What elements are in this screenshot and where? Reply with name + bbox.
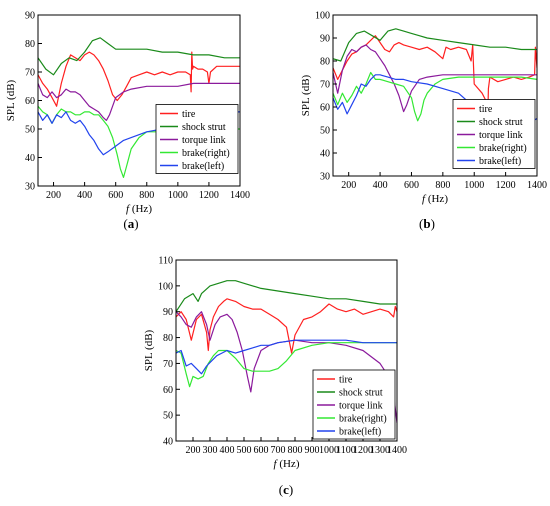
x-tick-label: 1300 [370, 445, 390, 456]
x-tick-label: 900 [305, 445, 320, 456]
legend-entry: brake(left) [182, 161, 224, 172]
legend-entry: brake(left) [479, 156, 521, 167]
legend-entry: brake(right) [479, 143, 527, 154]
legend-entry: brake(right) [339, 414, 387, 425]
y-tick-label: 110 [158, 256, 173, 267]
y-tick-label: 80 [163, 333, 173, 344]
chart-panel-b: 200 400 600 800 1000 1200 1400 30 40 50 60 70 80 90 10… [300, 11, 547, 232]
x-tick-label: 1000 [319, 445, 339, 456]
x-tick-label: 600 [404, 180, 419, 191]
x-tick-label: 400 [77, 190, 92, 201]
x-tick-label: 1200 [353, 445, 373, 456]
series-line-brake-right- [176, 342, 397, 388]
x-tick-label: 200 [46, 190, 61, 201]
legend-entry: brake(left) [339, 427, 381, 438]
x-tick-label: 1400 [527, 180, 547, 191]
y-tick-label: 60 [163, 385, 173, 396]
x-tick-label: 200 [341, 180, 356, 191]
x-tick-label: 300 [203, 445, 218, 456]
y-tick-label: 30 [320, 172, 330, 183]
x-tick-label: 1000 [168, 190, 188, 201]
x-tick-label: 1200 [199, 190, 219, 201]
y-tick-label: 90 [25, 11, 35, 22]
y-tick-label: 40 [25, 153, 35, 164]
x-tick-label: 1400 [230, 190, 250, 201]
legend: tire shock strut torque link brake(right) br… [452, 99, 536, 169]
series-line-brake-left- [176, 339, 397, 375]
legend-entry: tire [339, 375, 353, 386]
y-tick-label: 100 [315, 11, 330, 22]
y-tick-label: 70 [163, 359, 173, 370]
y-tick-label: 50 [320, 126, 330, 137]
y-tick-label: 90 [320, 34, 330, 45]
x-tick-label: 500 [237, 445, 252, 456]
legend-entry: brake(right) [182, 148, 230, 159]
plot-frame [332, 14, 538, 177]
x-tick-label: 800 [139, 190, 154, 201]
x-tick-label: 800 [288, 445, 303, 456]
y-axis-label: SPL (dB) [143, 329, 155, 371]
legend-entry: shock strut [182, 122, 226, 133]
legend-entry: torque link [479, 130, 523, 141]
y-tick-label: 60 [320, 103, 330, 114]
y-tick-label: 90 [163, 307, 173, 318]
series-lines [176, 280, 397, 423]
series-line-shock-strut [333, 28, 537, 62]
chart-panel-a: 200 400 600 800 1000 1200 1400 30 40 50 60 70 80 90 f … [5, 11, 250, 232]
y-tick-label: 60 [25, 96, 35, 107]
x-tick-label: 600 [108, 190, 123, 201]
panel-label: (c) [279, 482, 293, 497]
x-axis-label: f (Hz) [126, 203, 152, 215]
y-tick-label: 80 [320, 57, 330, 68]
y-tick-label: 70 [320, 80, 330, 91]
series-line-shock-strut [176, 280, 397, 313]
series-lines [333, 28, 537, 133]
x-tick-label: 600 [254, 445, 269, 456]
y-axis-label: SPL (dB) [5, 79, 17, 121]
x-tick-label: 400 [373, 180, 388, 191]
x-tick-label: 800 [435, 180, 450, 191]
series-line-tire [38, 51, 240, 107]
panel-label: (a) [123, 216, 138, 231]
y-axis-label: SPL (dB) [300, 74, 312, 116]
plot-frame [175, 259, 398, 442]
legend-entry: tire [182, 109, 196, 120]
legend: tire shock strut torque link brake(right) br… [155, 104, 239, 174]
x-tick-label: 1400 [387, 445, 407, 456]
x-tick-label: 1200 [496, 180, 516, 191]
y-tick-label: 50 [25, 125, 35, 136]
x-tick-label: 700 [271, 445, 286, 456]
legend: tire shock strut torque link brake(right) br… [312, 369, 396, 440]
x-tick-label: 400 [220, 445, 235, 456]
x-tick-label: 1000 [464, 180, 484, 191]
series-line-brake-right- [333, 71, 537, 122]
legend-entry: shock strut [479, 117, 523, 128]
x-tick-label: 1100 [336, 445, 356, 456]
x-tick-label: 200 [186, 445, 201, 456]
x-axis-label: f (Hz) [422, 193, 448, 205]
y-tick-label: 40 [163, 437, 173, 448]
series-line-torque-link [38, 82, 240, 122]
series-line-torque-link [176, 311, 397, 423]
chart-panel-c: 200 300 400 500 600 700 800 900 1000110012001300… [143, 256, 407, 498]
y-tick-label: 100 [158, 281, 173, 292]
x-axis-label: f (Hz) [274, 458, 300, 470]
y-tick-label: 50 [163, 411, 173, 422]
series-line-shock-strut [38, 37, 240, 76]
series-line-tire [176, 298, 397, 354]
y-tick-label: 30 [25, 182, 35, 193]
legend-entry: shock strut [339, 388, 383, 399]
y-tick-label: 40 [320, 149, 330, 160]
panel-label: (b) [419, 216, 435, 231]
y-tick-label: 70 [25, 68, 35, 79]
legend-entry: tire [479, 104, 493, 115]
legend-entry: torque link [339, 401, 383, 412]
legend-entry: torque link [182, 135, 226, 146]
y-tick-label: 80 [25, 39, 35, 50]
